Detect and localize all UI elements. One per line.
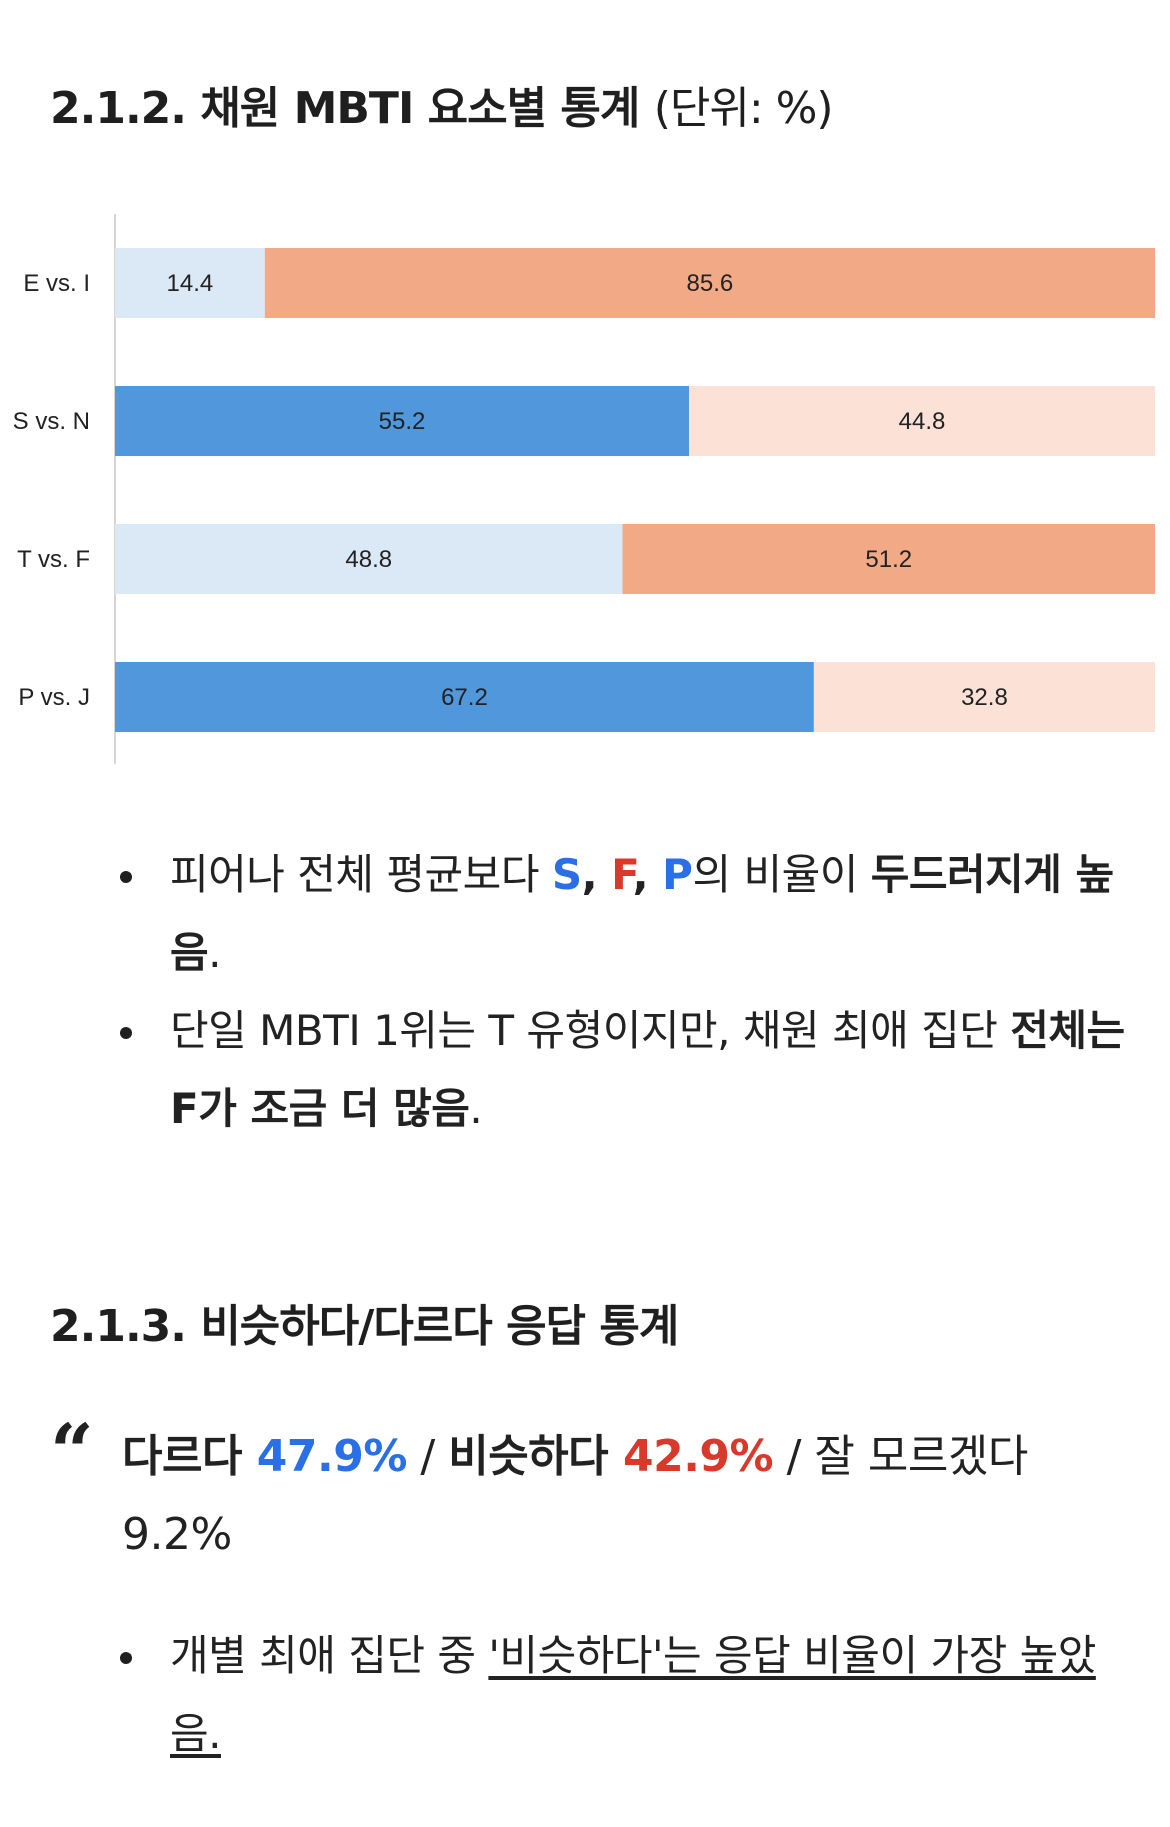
bar-value-label: 55.2 bbox=[379, 408, 426, 435]
text-segment: 두드러지게 높음 bbox=[170, 850, 1114, 977]
text-segment: '비슷하다'는 응답 비율이 가장 높았음. bbox=[170, 1631, 1096, 1758]
mbti-stacked-bar-chart: E vs. I 14.4 85.6 S vs. N 55.2 44.8 T vs. F 48.… bbox=[13, 214, 1155, 764]
text-segment: 다르다 bbox=[122, 1431, 257, 1482]
section-title-text: 채원 MBTI 요소별 통계 bbox=[200, 83, 640, 134]
text-segment: 비슷하다 bbox=[448, 1431, 623, 1482]
unit-label: (단위: %) bbox=[653, 83, 834, 134]
bar-segment bbox=[115, 386, 690, 456]
bar-segment bbox=[115, 248, 265, 318]
section-number: 2.1.2. bbox=[50, 83, 187, 134]
section-title-text: 비슷하다/다르다 응답 통계 bbox=[200, 1301, 679, 1352]
text-segment: 전체는 F가 조금 더 많음 bbox=[170, 1006, 1125, 1133]
text-segment: / bbox=[406, 1431, 449, 1482]
bar-value-label: 32.8 bbox=[961, 684, 1008, 711]
bar-segment bbox=[115, 524, 623, 594]
category-tick-label: T vs. F bbox=[17, 546, 90, 573]
text-segment: 42.9% bbox=[622, 1431, 774, 1482]
text-segment: 47.9% bbox=[256, 1431, 408, 1482]
bar-segment bbox=[622, 524, 1155, 594]
bullet-item: 피어나 전체 평균보다 S, F, P의 비율이 두드러지게 높음. bbox=[110, 836, 1130, 992]
bar-segment bbox=[813, 662, 1155, 732]
bullet-item: 단일 MBTI 1위는 T 유형이지만, 채원 최애 집단 전체는 F가 조금 … bbox=[110, 992, 1130, 1148]
bar-value-label: 14.4 bbox=[167, 270, 214, 297]
text-segment: S bbox=[551, 850, 582, 899]
quote-text: 다르다 47.9% / 비슷하다 42.9% / 잘 모르겠다 9.2% bbox=[122, 1418, 1130, 1574]
text-segment: F bbox=[611, 850, 633, 899]
bar-value-label: 85.6 bbox=[687, 270, 734, 297]
text-segment: , bbox=[632, 850, 663, 899]
text-segment: 개별 최애 집단 중 bbox=[170, 1631, 489, 1680]
text-segment: / 잘 모르겠다 9.2% bbox=[122, 1431, 1028, 1560]
category-tick-label: S vs. N bbox=[13, 408, 90, 435]
quote-mark-icon: “ bbox=[50, 1407, 94, 1496]
bar-value-label: 44.8 bbox=[899, 408, 946, 435]
bar-value-label: 51.2 bbox=[865, 546, 912, 573]
bar-value-label: 48.8 bbox=[345, 546, 392, 573]
text-segment: P bbox=[662, 850, 693, 899]
bar-segment bbox=[689, 386, 1155, 456]
category-tick-label: P vs. J bbox=[18, 684, 90, 711]
text-segment: 의 비율이 bbox=[692, 850, 871, 899]
bullet-list-mbti-notes: 피어나 전체 평균보다 S, F, P의 비율이 두드러지게 높음. 단일 MBT… bbox=[110, 836, 1130, 1148]
section-number: 2.1.3. bbox=[50, 1301, 187, 1352]
section-title-similar-different: 2.1.3. 비슷하다/다르다 응답 통계 bbox=[50, 1290, 679, 1354]
bullet-item: 개별 최애 집단 중 '비슷하다'는 응답 비율이 가장 높았음. bbox=[110, 1617, 1130, 1773]
section-title-mbti-stats: 2.1.2. 채원 MBTI 요소별 통계 (단위: %) bbox=[50, 72, 834, 136]
text-segment: . bbox=[208, 928, 221, 977]
quote-block: “ 다르다 47.9% / 비슷하다 42.9% / 잘 모르겠다 9.2% bbox=[50, 1414, 1130, 1574]
text-segment: . bbox=[469, 1084, 483, 1133]
text-segment: , bbox=[581, 850, 612, 899]
bar-value-label: 67.2 bbox=[441, 684, 488, 711]
category-tick-label: E vs. I bbox=[23, 270, 90, 297]
text-segment: 피어나 전체 평균보다 bbox=[170, 850, 552, 899]
text-segment: 단일 MBTI 1위는 T 유형이지만, 채원 최애 집단 bbox=[170, 1006, 1011, 1055]
bullet-list-response-notes: 개별 최애 집단 중 '비슷하다'는 응답 비율이 가장 높았음. bbox=[110, 1617, 1130, 1773]
bar-segment bbox=[115, 662, 814, 732]
bar-segment bbox=[264, 248, 1155, 318]
